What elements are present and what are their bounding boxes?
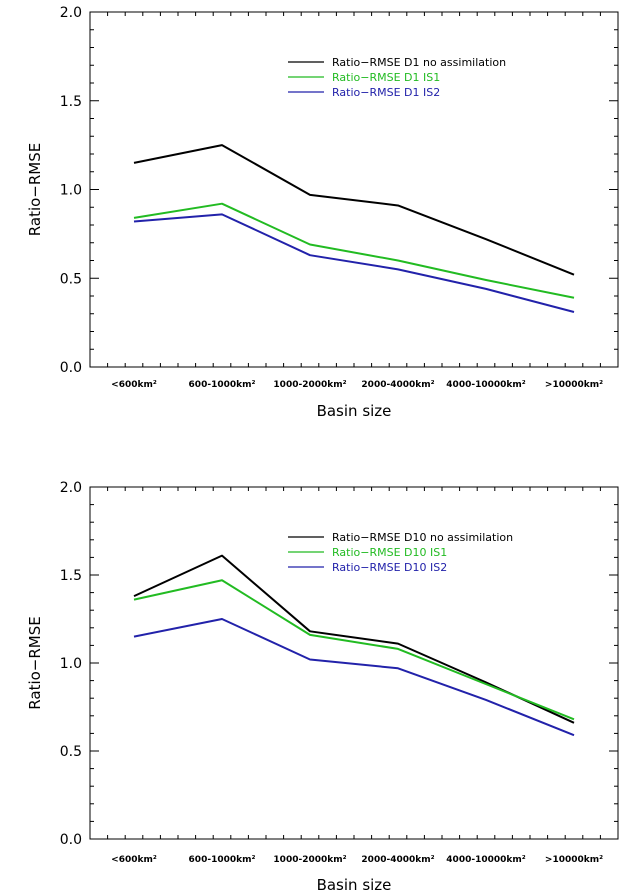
legend-entry: Ratio−RMSE D10 IS1 xyxy=(332,546,447,559)
y-tick-label: 1.0 xyxy=(60,656,82,672)
y-tick-label: 1.5 xyxy=(60,94,82,110)
y-tick-label: 2.0 xyxy=(60,480,82,496)
y-tick-label: 1.5 xyxy=(60,568,82,584)
x-axis-title: Basin size xyxy=(317,402,392,420)
legend-entry: Ratio−RMSE D1 IS2 xyxy=(332,86,440,99)
x-tick-label: 4000-10000km² xyxy=(446,855,525,865)
y-tick-label: 0.5 xyxy=(60,744,82,760)
legend-entry: Ratio−RMSE D1 no assimilation xyxy=(332,56,506,69)
y-tick-label: 1.0 xyxy=(60,183,82,199)
legend-entry: Ratio−RMSE D10 no assimilation xyxy=(332,531,513,544)
x-tick-label: 2000-4000km² xyxy=(361,380,434,390)
chart-panel-1: 0.0 0.5 1.0 1.5 2.0 <600km² 600-1000km² 1000-20… xyxy=(26,5,619,420)
y-tick-label: 0.0 xyxy=(60,360,82,376)
x-tick-label: >10000km² xyxy=(545,855,603,865)
x-tick-label: 600-1000km² xyxy=(189,380,256,390)
series-line-3 xyxy=(133,213,575,313)
x-tick-label: 4000-10000km² xyxy=(446,380,525,390)
series-line-2 xyxy=(133,579,575,721)
y-tick-label: 0.5 xyxy=(60,271,82,287)
y-tick-label: 2.0 xyxy=(60,5,82,21)
legend-entry: Ratio−RMSE D1 IS1 xyxy=(332,71,440,84)
legend-entry: Ratio−RMSE D10 IS2 xyxy=(332,561,447,574)
chart-panel-2: 0.0 0.5 1.0 1.5 2.0 <600km² 600-1000km² 1000-20… xyxy=(26,480,619,894)
x-tick-label: 600-1000km² xyxy=(189,855,256,865)
series-line-1 xyxy=(133,144,575,276)
x-tick-label: >10000km² xyxy=(545,380,603,390)
y-tick-label: 0.0 xyxy=(60,832,82,848)
series-line-3 xyxy=(133,618,575,737)
x-tick-label: 1000-2000km² xyxy=(273,380,346,390)
x-tick-label: 1000-2000km² xyxy=(273,855,346,865)
y-axis-title: Ratio−RMSE xyxy=(26,616,44,709)
series-line-2 xyxy=(133,202,575,299)
y-axis-title: Ratio−RMSE xyxy=(26,143,44,236)
series-line-1 xyxy=(133,554,575,724)
x-tick-label: <600km² xyxy=(111,380,157,390)
x-tick-label: 2000-4000km² xyxy=(361,855,434,865)
x-axis-title: Basin size xyxy=(317,876,392,894)
x-tick-label: <600km² xyxy=(111,855,157,865)
